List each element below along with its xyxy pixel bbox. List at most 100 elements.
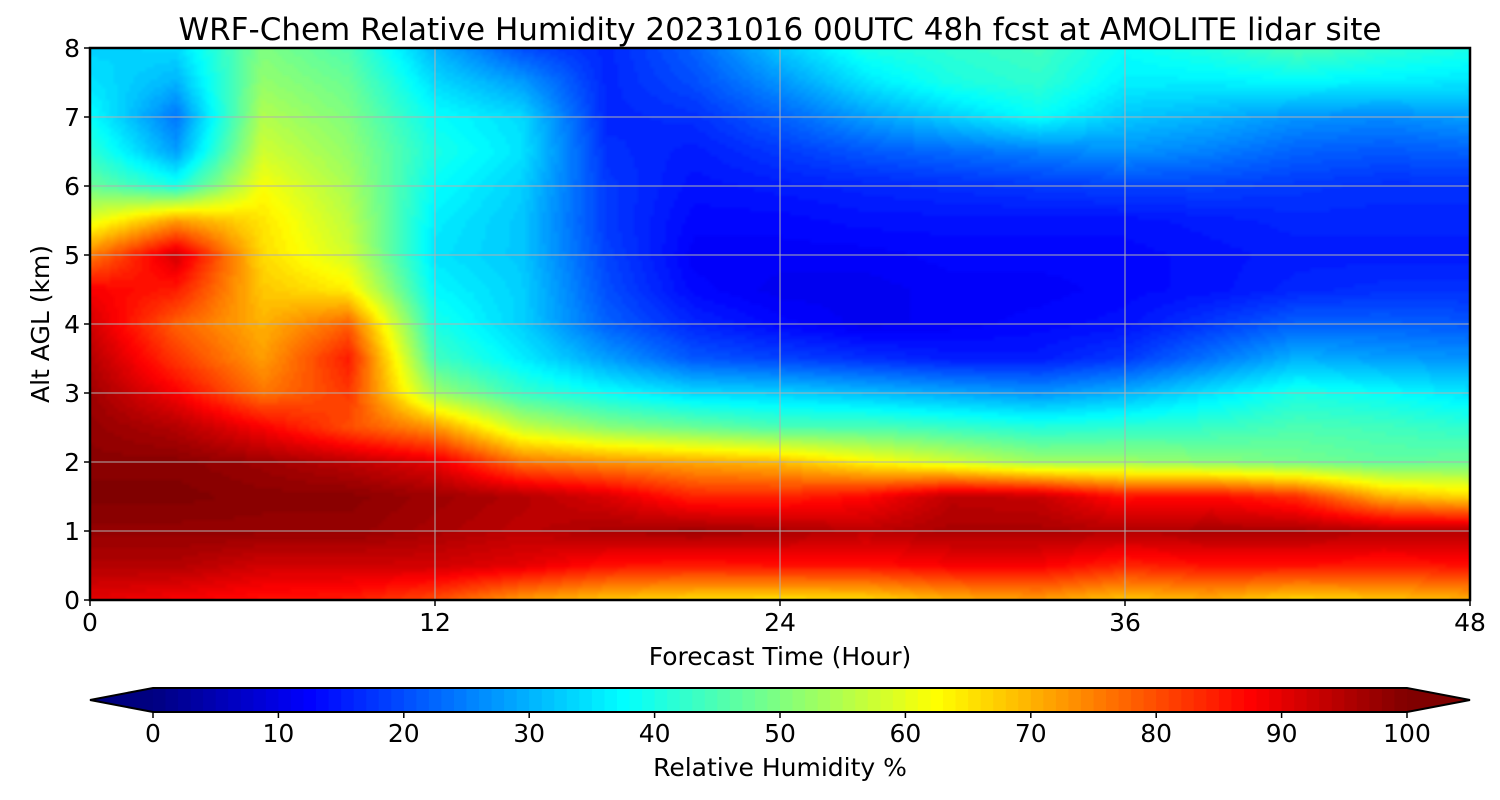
colorbar-tick-label: 20	[388, 719, 420, 748]
colorbar-segment	[579, 688, 593, 712]
colorbar-segment	[1106, 688, 1120, 712]
colorbar-segment	[980, 688, 994, 712]
plot-area	[88, 46, 1472, 602]
colorbar-label: Relative Humidity %	[653, 753, 907, 782]
colorbar-extend-high	[1407, 688, 1470, 712]
colorbar-segment	[1294, 688, 1308, 712]
colorbar-segment	[780, 688, 794, 712]
colorbar-tick-label: 90	[1266, 719, 1298, 748]
colorbar-tick-label: 0	[145, 719, 161, 748]
colorbar-segment	[867, 688, 881, 712]
y-axis-label: Alt AGL (km)	[26, 245, 55, 403]
colorbar-tick-label: 30	[513, 719, 545, 748]
colorbar-segment	[679, 688, 693, 712]
colorbar-segment	[667, 688, 681, 712]
y-tick-label: 6	[64, 172, 80, 201]
colorbar-segment	[416, 688, 430, 712]
colorbar-segment	[892, 688, 906, 712]
y-tick-label: 5	[64, 241, 80, 270]
colorbar-segment	[1193, 688, 1207, 712]
colorbar-tick-label: 60	[889, 719, 921, 748]
x-tick-label: 24	[764, 608, 796, 637]
colorbar-segment	[842, 688, 856, 712]
colorbar-segment	[1043, 688, 1057, 712]
colorbar-segment	[341, 688, 355, 712]
x-tick-label: 48	[1454, 608, 1486, 637]
colorbar-segment	[1369, 688, 1383, 712]
colorbar-segment	[491, 688, 505, 712]
x-tick-label: 0	[82, 608, 98, 637]
colorbar-segment	[165, 688, 179, 712]
colorbar-tick-label: 70	[1015, 719, 1047, 748]
colorbar-segment	[1394, 688, 1408, 712]
colorbar-segment	[541, 688, 555, 712]
colorbar-segment	[742, 688, 756, 712]
colorbar-segment	[817, 688, 831, 712]
x-tick-label: 12	[419, 608, 451, 637]
colorbar-segment	[968, 688, 982, 712]
colorbar-segment	[1243, 688, 1258, 712]
colorbar-segment	[1093, 688, 1107, 712]
colorbar-segment	[1344, 688, 1358, 712]
colorbar-segment	[1181, 688, 1195, 712]
y-tick-label: 0	[64, 586, 80, 615]
colorbar-segment	[805, 688, 819, 712]
colorbar-segment	[278, 688, 292, 712]
colorbar-segment	[240, 688, 254, 712]
y-tick-label: 1	[64, 517, 80, 546]
colorbar-segment	[767, 688, 781, 712]
colorbar-segment	[441, 688, 455, 712]
colorbar-tick-label: 10	[262, 719, 294, 748]
y-tick-label: 7	[64, 103, 80, 132]
colorbar-segment	[479, 688, 493, 712]
chart-title: WRF-Chem Relative Humidity 20231016 00UT…	[178, 12, 1381, 48]
colorbar-ticks: 0 10 20 30 40 50 60 70 80 90 100	[145, 712, 1431, 748]
colorbar-segments	[153, 688, 1408, 712]
colorbar-segment	[265, 688, 279, 712]
colorbar-segment	[466, 688, 480, 712]
colorbar-segment	[190, 688, 204, 712]
colorbar-segment	[654, 688, 668, 712]
colorbar-segment	[880, 688, 894, 712]
y-tick-label: 8	[64, 34, 80, 63]
colorbar-segment	[717, 688, 731, 712]
colorbar-tick-label: 80	[1140, 719, 1172, 748]
colorbar-segment	[642, 688, 656, 712]
colorbar-tick-label: 50	[764, 719, 796, 748]
colorbar-segment	[1131, 688, 1145, 712]
colorbar-segment	[453, 688, 468, 712]
colorbar-segment	[1055, 688, 1070, 712]
grid-lines	[90, 48, 1470, 600]
colorbar-segment	[366, 688, 380, 712]
colorbar-segment	[303, 688, 317, 712]
colorbar-segment	[1381, 688, 1396, 712]
colorbar-segment	[917, 688, 932, 712]
colorbar-segment	[215, 688, 229, 712]
colorbar-segment	[403, 688, 417, 712]
colorbar-segment	[391, 688, 405, 712]
colorbar-segment	[290, 688, 305, 712]
colorbar-segment	[591, 688, 606, 712]
colorbar-segment	[616, 688, 631, 712]
colorbar-segment	[1068, 688, 1082, 712]
colorbar-segment	[378, 688, 392, 712]
x-axis: 0 12 24 36 48	[82, 600, 1486, 637]
colorbar-segment	[1269, 688, 1283, 712]
colorbar-segment	[943, 688, 957, 712]
colorbar-segment	[228, 688, 242, 712]
colorbar-segment	[1256, 688, 1270, 712]
colorbar-extend-low	[90, 688, 153, 712]
colorbar-segment	[529, 688, 543, 712]
colorbar-segment	[353, 688, 367, 712]
colorbar-segment	[1168, 688, 1182, 712]
colorbar-segment	[930, 688, 944, 712]
x-tick-label: 36	[1109, 608, 1141, 637]
colorbar-segment	[203, 688, 217, 712]
colorbar-segment	[1331, 688, 1345, 712]
colorbar-segment	[993, 688, 1007, 712]
colorbar-segment	[692, 688, 706, 712]
colorbar-segment	[1080, 688, 1095, 712]
colorbar-segment	[754, 688, 769, 712]
colorbar-segment	[792, 688, 806, 712]
colorbar-segment	[604, 688, 618, 712]
